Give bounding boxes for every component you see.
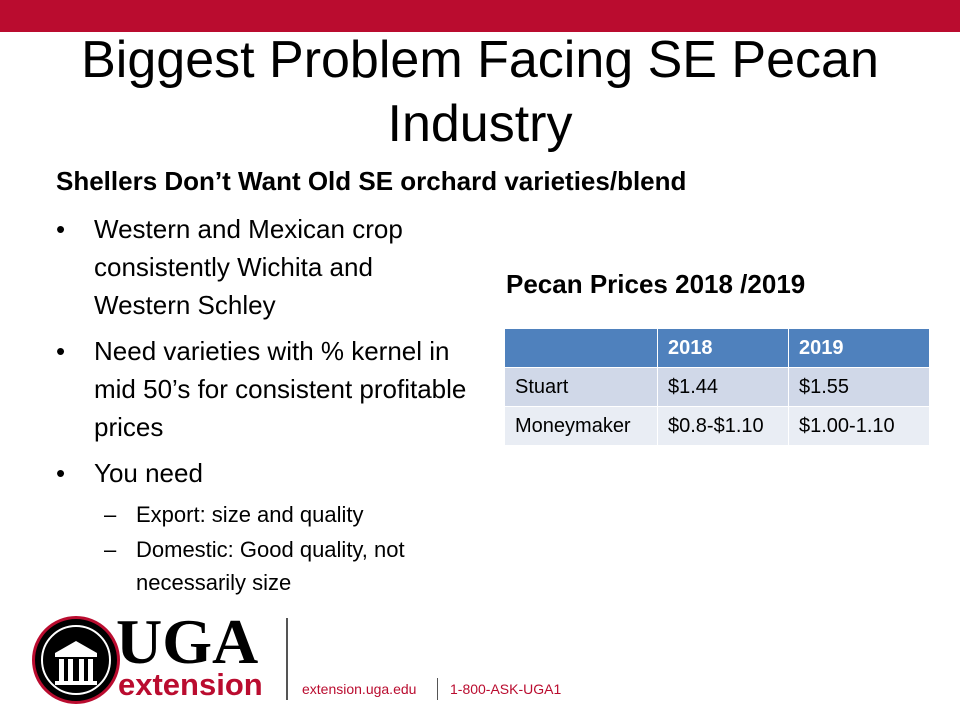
slide-subtitle: Shellers Don’t Want Old SE orchard varie… [56,166,687,196]
footer-phone: 1-800-ASK-UGA1 [450,681,562,697]
bullet-text: Western and Mexican crop consistently Wi… [94,214,403,320]
table-cell: $0.8-$1.10 [657,406,789,446]
bullet-item: • Need varieties with % kernel in mid 50… [56,332,476,446]
top-accent-bar [0,0,960,32]
bullet-list: • Western and Mexican crop consistently … [56,210,476,607]
bullet-text: You need [94,458,203,488]
sub-bullet-text: Export: size and quality [136,502,364,527]
table-cell: $1.44 [657,367,789,407]
sub-bullet-list: – Export: size and quality – Domestic: G… [94,498,476,599]
table-row: Moneymaker $0.8-$1.10 $1.00-1.10 [504,406,930,446]
uga-extension-logo: UGA extension extension.uga.edu 1-800-AS… [30,606,590,712]
logo-divider [286,618,288,700]
table-cell: $1.55 [788,367,930,407]
footer-divider [437,678,438,700]
sub-bullet-text: Domestic: Good quality, not necessarily … [136,537,405,595]
arch-icon [41,625,111,695]
table-cell: $1.00-1.10 [788,406,930,446]
sub-bullet-item: – Domestic: Good quality, not necessaril… [94,533,476,599]
bullet-glyph: • [56,214,66,244]
table-cell: Moneymaker [504,406,658,446]
dash-glyph: – [104,502,117,527]
table-header-cell: 2018 [657,328,789,368]
slide-title: Biggest Problem Facing SE Pecan Industry [81,31,879,153]
table-title: Pecan Prices 2018 /2019 [506,269,806,299]
arch-seal-icon [32,616,120,704]
bullet-glyph: • [56,458,66,488]
bullet-text: Need varieties with % kernel in mid 50’s… [94,336,467,442]
dash-glyph: – [104,537,117,562]
footer-url: extension.uga.edu [302,681,417,697]
pecan-prices-table: 2018 2019 Stuart $1.44 $1.55 Moneymaker … [504,328,930,446]
bullet-item: • You need – Export: size and quality – … [56,454,476,599]
bullet-item: • Western and Mexican crop consistently … [56,210,476,324]
table-cell: Stuart [504,367,658,407]
table-row: Stuart $1.44 $1.55 [504,367,930,407]
logo-uga-text: UGA [116,606,259,677]
logo-extension-text: extension [118,667,263,702]
bullet-glyph: • [56,336,66,366]
sub-bullet-item: – Export: size and quality [94,498,476,531]
table-header-row: 2018 2019 [504,328,930,368]
table-header-cell [504,328,658,368]
table-header-cell: 2019 [788,328,930,368]
